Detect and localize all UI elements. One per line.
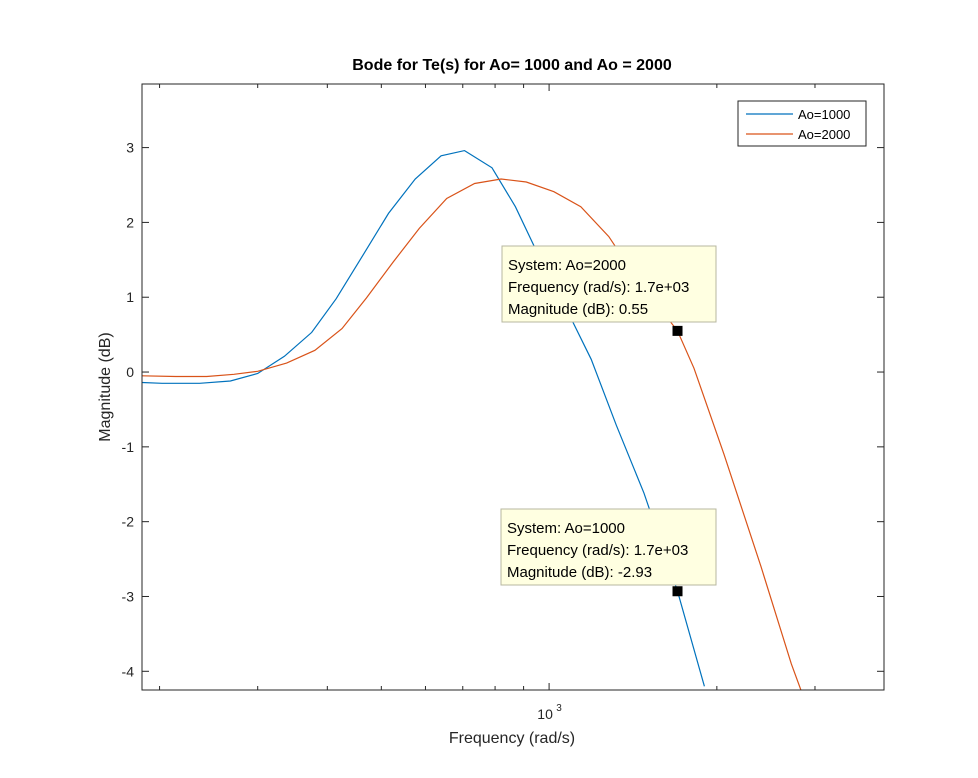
y-tick-label: 3 — [126, 140, 134, 156]
y-axis-label: Magnitude (dB) — [97, 332, 114, 441]
datatip-box — [501, 245, 717, 323]
y-tick-label: -3 — [122, 588, 135, 604]
series-line-1 — [142, 149, 705, 687]
y-tick-label: -1 — [122, 439, 135, 455]
datatip-marker[interactable] — [672, 325, 683, 336]
datatip-marker[interactable] — [672, 586, 683, 597]
y-tick-label: 1 — [126, 289, 134, 305]
legend-label-1: Ao=1000 — [798, 107, 850, 122]
y-tick-label: 2 — [126, 214, 134, 230]
datatip-line: Magnitude (dB): 0.55 — [508, 301, 648, 318]
plot-area — [141, 83, 885, 691]
legend-label-2: Ao=2000 — [798, 127, 850, 142]
datatip-line: System: Ao=1000 — [507, 520, 625, 537]
x-tick-label: 10 — [537, 706, 553, 722]
datatip-line: Magnitude (dB): -2.93 — [507, 564, 652, 581]
datatip-box — [500, 508, 717, 586]
datatip-line: System: Ao=2000 — [508, 257, 626, 274]
y-tick-label: -4 — [122, 663, 135, 679]
x-axis-label: Frequency (rad/s) — [449, 730, 575, 747]
datatip-2[interactable]: System: Ao=1000 Frequency (rad/s): 1.7e+0… — [500, 508, 717, 597]
legend[interactable]: Ao=1000 Ao=2000 — [737, 100, 867, 147]
x-tick-label-exponent: 3 — [556, 703, 562, 714]
y-tick-label: -2 — [122, 514, 135, 530]
axes-box — [141, 83, 885, 691]
series-line-2 — [142, 178, 802, 690]
datatip-line: Frequency (rad/s): 1.7e+03 — [508, 279, 689, 296]
y-tick-label: 0 — [126, 364, 134, 380]
legend-box — [737, 100, 867, 147]
chart-title: Bode for Te(s) for Ao= 1000 and Ao = 200… — [352, 57, 672, 74]
datatip-1[interactable]: System: Ao=2000 Frequency (rad/s): 1.7e+0… — [501, 245, 717, 336]
datatip-line: Frequency (rad/s): 1.7e+03 — [507, 542, 688, 559]
